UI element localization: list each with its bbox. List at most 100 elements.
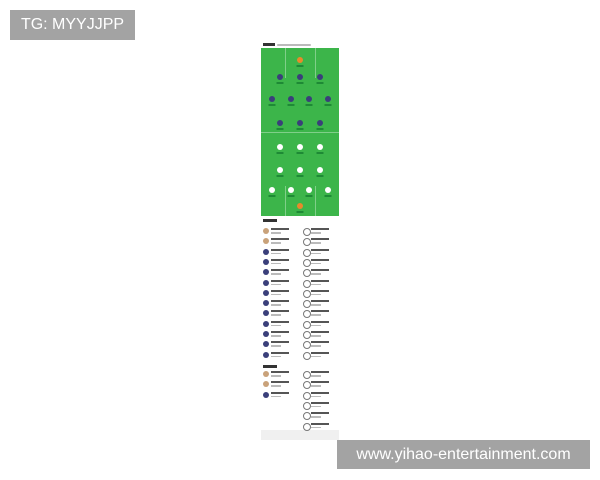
away-list-item[interactable] xyxy=(301,258,339,267)
player-avatar-icon xyxy=(263,391,269,398)
player-avatar-icon xyxy=(303,412,311,421)
player-name xyxy=(271,320,289,323)
home-list-item[interactable] xyxy=(261,391,299,400)
player-position xyxy=(311,416,321,418)
home-list-item[interactable] xyxy=(261,351,299,360)
player-avatar-icon xyxy=(303,310,311,319)
away-list-item[interactable] xyxy=(301,237,339,247)
player-avatar-icon xyxy=(303,401,311,410)
player-name-tag xyxy=(316,152,324,154)
away-list-item[interactable] xyxy=(301,391,339,400)
lineup-page xyxy=(261,40,339,440)
player-avatar-icon xyxy=(263,228,269,234)
player-name xyxy=(271,228,289,230)
home-player-marker[interactable] xyxy=(297,120,303,126)
player-name xyxy=(271,279,289,282)
away-player-marker[interactable] xyxy=(297,167,303,173)
home-list-item[interactable] xyxy=(261,340,299,349)
player-name xyxy=(311,258,329,261)
home-list-item[interactable] xyxy=(261,380,299,389)
away-list-item[interactable] xyxy=(301,422,339,431)
away-list-item[interactable] xyxy=(301,289,339,298)
away-list-item[interactable] xyxy=(301,351,339,360)
away-list-item[interactable] xyxy=(301,411,339,421)
home-list-item[interactable] xyxy=(261,279,299,288)
player-avatar-icon xyxy=(263,371,269,377)
player-position xyxy=(271,232,281,234)
away-list-item[interactable] xyxy=(301,401,339,410)
away-list-item[interactable] xyxy=(301,299,339,309)
home-list-item[interactable] xyxy=(261,299,299,308)
section-title-substitutes xyxy=(263,365,277,368)
player-avatar-icon xyxy=(303,238,311,247)
home-list-item[interactable] xyxy=(261,320,299,329)
player-avatar-icon xyxy=(303,391,311,400)
away-player-marker[interactable] xyxy=(269,187,275,193)
player-name xyxy=(311,310,329,313)
player-name xyxy=(271,310,289,313)
away-player-marker[interactable] xyxy=(297,144,303,150)
away-player-marker[interactable] xyxy=(324,187,331,193)
away-player-marker[interactable] xyxy=(287,187,294,193)
home-list-item[interactable] xyxy=(261,330,299,339)
player-name xyxy=(271,381,289,384)
home-player-marker[interactable] xyxy=(269,96,275,102)
away-list-item[interactable] xyxy=(301,227,339,236)
away-list-item[interactable] xyxy=(301,380,339,390)
player-position xyxy=(311,262,321,265)
player-position xyxy=(271,395,281,398)
home-list-item[interactable] xyxy=(261,268,299,277)
home-list-item[interactable] xyxy=(261,237,299,246)
player-name xyxy=(271,248,289,251)
home-player-marker[interactable] xyxy=(324,96,331,102)
home-player-marker[interactable] xyxy=(297,57,303,63)
player-avatar-icon xyxy=(263,300,269,307)
home-list-item[interactable] xyxy=(261,227,299,236)
player-name xyxy=(311,391,329,394)
player-name xyxy=(311,269,329,272)
player-avatar-icon xyxy=(303,381,311,390)
away-list-item[interactable] xyxy=(301,340,339,350)
home-player-marker[interactable] xyxy=(277,120,283,126)
player-position xyxy=(271,252,281,255)
player-name xyxy=(271,331,289,333)
away-list-item[interactable] xyxy=(301,330,339,339)
player-position xyxy=(311,395,321,398)
player-name xyxy=(271,258,289,261)
player-name-tag xyxy=(276,82,284,84)
home-list-item[interactable] xyxy=(261,248,299,257)
player-name xyxy=(311,401,329,404)
player-name xyxy=(271,269,289,272)
away-player-marker[interactable] xyxy=(306,187,312,193)
home-player-marker[interactable] xyxy=(306,96,312,102)
home-player-marker[interactable] xyxy=(317,74,323,80)
home-list-item[interactable] xyxy=(261,309,299,318)
home-list-item[interactable] xyxy=(261,289,299,298)
away-list-item[interactable] xyxy=(301,268,339,278)
player-avatar-icon xyxy=(263,381,269,388)
home-list-item[interactable] xyxy=(261,258,299,267)
section-title-starters xyxy=(263,219,277,222)
player-name-tag xyxy=(268,104,276,106)
away-list-item[interactable] xyxy=(301,370,339,379)
player-name xyxy=(271,300,289,303)
player-avatar-icon xyxy=(263,279,269,286)
away-player-marker[interactable] xyxy=(277,167,283,173)
home-player-marker[interactable] xyxy=(317,120,323,126)
home-player-marker[interactable] xyxy=(287,96,294,102)
away-list-item[interactable] xyxy=(301,309,339,319)
away-player-marker[interactable] xyxy=(317,144,323,150)
away-list-item[interactable] xyxy=(301,279,339,288)
away-player-marker[interactable] xyxy=(297,203,303,209)
away-player-marker[interactable] xyxy=(277,144,283,150)
home-player-marker[interactable] xyxy=(277,74,283,80)
home-list-item[interactable] xyxy=(261,370,299,379)
player-avatar-icon xyxy=(303,351,311,360)
away-list-item[interactable] xyxy=(301,320,339,329)
away-player-marker[interactable] xyxy=(317,167,323,173)
home-player-marker[interactable] xyxy=(297,74,303,80)
player-name xyxy=(271,238,289,241)
player-position xyxy=(311,273,321,275)
player-name-tag xyxy=(287,104,294,106)
away-list-item[interactable] xyxy=(301,248,339,257)
